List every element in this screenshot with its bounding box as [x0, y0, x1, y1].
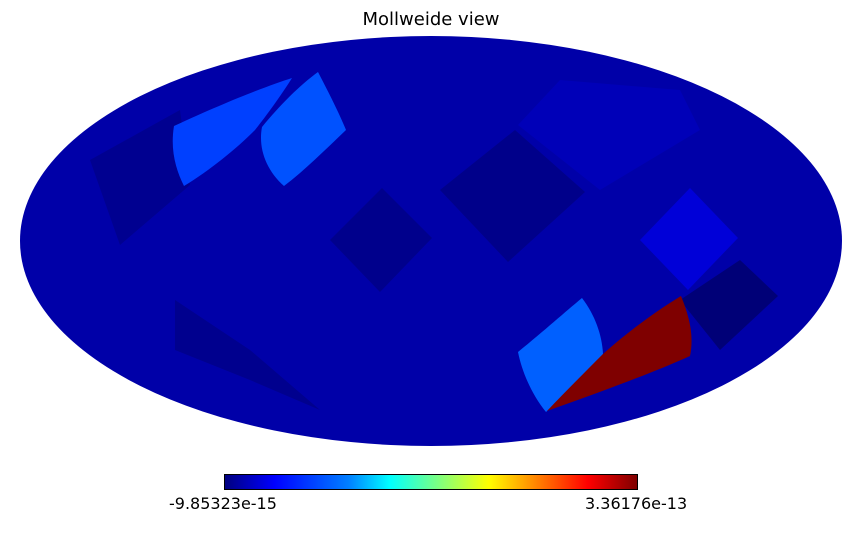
- colorbar-max-label: 3.36176e-13: [585, 494, 688, 513]
- patch-north-far-left: [172, 78, 292, 186]
- patch-south-right: [547, 296, 692, 411]
- patch-dark-southwest: [175, 300, 320, 410]
- patch-dark-southeast: [680, 260, 778, 350]
- patch-dark-center: [330, 188, 432, 292]
- patch-south-center: [518, 298, 603, 412]
- patch-dark-east: [440, 130, 585, 262]
- patch-dark-west: [90, 110, 190, 245]
- colorbar-min-label: -9.85323e-15: [169, 494, 277, 513]
- patch-bright-northeast: [518, 80, 700, 190]
- chart-title: Mollweide view: [362, 9, 500, 30]
- patch-bright-east: [640, 188, 738, 290]
- patch-north-left: [260, 72, 346, 186]
- colorbar: [224, 474, 638, 490]
